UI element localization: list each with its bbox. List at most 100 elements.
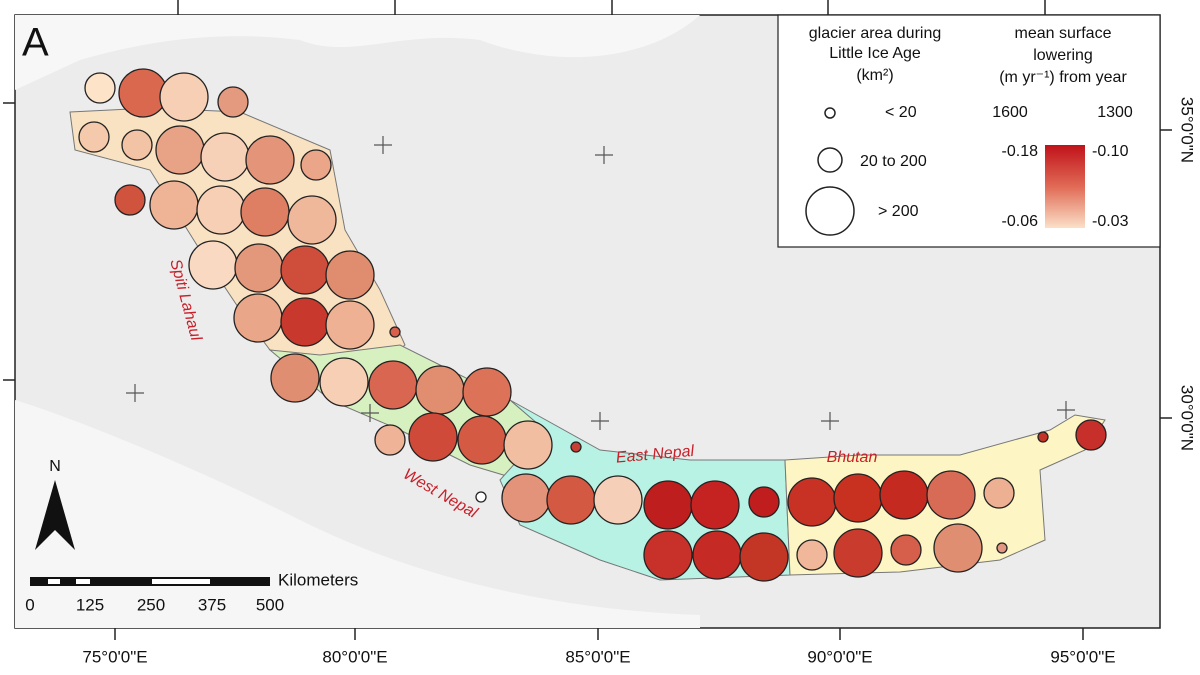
glacier-symbol xyxy=(287,195,337,245)
glacier-symbol xyxy=(245,135,295,185)
glacier-symbol xyxy=(503,420,553,470)
scale-bar xyxy=(30,577,270,586)
ramp-label: -0.10 xyxy=(1092,143,1129,160)
glacier-symbol xyxy=(796,539,828,571)
ramp-label: -0.03 xyxy=(1092,213,1129,230)
legend-symbol xyxy=(817,147,843,173)
glacier-symbol xyxy=(570,441,582,453)
glacier-symbol xyxy=(546,475,596,525)
terrain xyxy=(15,15,700,90)
legend-title: glacier area during xyxy=(809,25,942,42)
glacier-symbol xyxy=(501,473,551,523)
glacier-symbol xyxy=(319,357,369,407)
glacier-symbol xyxy=(462,367,512,417)
glacier-symbol xyxy=(996,542,1008,554)
glacier-symbol xyxy=(690,480,740,530)
legend-year: 1300 xyxy=(1097,104,1133,121)
legend-title: lowering xyxy=(1033,47,1093,64)
north-arrow xyxy=(35,480,75,550)
scale-label: 500 xyxy=(256,595,284,614)
graticule-cross xyxy=(821,412,839,430)
scale-label: 250 xyxy=(137,595,165,614)
glacier-symbol xyxy=(748,486,780,518)
glacier-symbol xyxy=(890,534,922,566)
panel-label: A xyxy=(22,21,49,65)
scale-bar xyxy=(48,579,60,584)
glacier-symbol xyxy=(200,132,250,182)
glacier-symbol xyxy=(159,72,209,122)
glacier-symbol xyxy=(325,300,375,350)
glacier-symbol xyxy=(78,121,110,153)
glacier-symbol xyxy=(240,187,290,237)
glacier-symbol xyxy=(270,353,320,403)
longitude-label: 80°0'0"E xyxy=(322,647,387,666)
legend-year: 1600 xyxy=(992,104,1028,121)
latitude-label: 30°0'0"N xyxy=(1178,385,1197,451)
graticule-cross xyxy=(126,384,144,402)
glacier-symbol xyxy=(739,532,789,582)
glacier-symbol xyxy=(233,293,283,343)
glacier-symbol xyxy=(196,185,246,235)
glacier-symbol xyxy=(787,477,837,527)
glacier-symbol xyxy=(408,412,458,462)
glacier-symbol xyxy=(155,125,205,175)
legend-title: (m yr⁻¹) from year xyxy=(999,69,1127,86)
glacier-symbol xyxy=(325,250,375,300)
longitude-label: 75°0'0"E xyxy=(82,647,147,666)
glacier-symbol xyxy=(593,475,643,525)
glacier-symbol xyxy=(300,149,332,181)
color-ramp xyxy=(1045,145,1085,228)
glacier-symbol xyxy=(692,530,742,580)
glacier-symbol xyxy=(833,473,883,523)
region-label: Bhutan xyxy=(827,449,878,466)
glacier-symbol xyxy=(389,326,401,338)
north-label: N xyxy=(49,458,61,475)
legend-label: < 20 xyxy=(885,104,917,121)
glacier-symbol xyxy=(368,360,418,410)
ramp-label: -0.18 xyxy=(1002,143,1039,160)
legend-title: (km²) xyxy=(856,67,893,84)
scale-label: 125 xyxy=(76,595,104,614)
glacier-symbol xyxy=(1037,431,1049,443)
scale-bar xyxy=(76,579,90,584)
glacier-symbol xyxy=(926,470,976,520)
longitude-label: 95°0'0"E xyxy=(1050,647,1115,666)
graticule-cross xyxy=(1057,401,1075,419)
glacier-symbol xyxy=(457,415,507,465)
ramp-label: -0.06 xyxy=(1002,213,1039,230)
glacier-symbol xyxy=(415,365,465,415)
glacier-symbol xyxy=(188,240,238,290)
glacier-symbol xyxy=(84,72,116,104)
glacier-symbol xyxy=(643,530,693,580)
glacier-symbol xyxy=(374,424,406,456)
legend-title: Little Ice Age xyxy=(829,45,921,62)
longitude-label: 90°0'0"E xyxy=(807,647,872,666)
graticule-cross xyxy=(595,146,613,164)
legend-symbol xyxy=(805,186,855,236)
glacier-symbol xyxy=(1075,419,1107,451)
scale-unit: Kilometers xyxy=(278,570,358,589)
glacier-symbol xyxy=(234,243,284,293)
glacier-symbol xyxy=(280,297,330,347)
terrain xyxy=(15,400,700,628)
glacier-symbol xyxy=(643,480,693,530)
region-label: East Nepal xyxy=(615,443,695,467)
glacier-symbol xyxy=(280,245,330,295)
graticule-cross xyxy=(361,404,379,422)
glacier-symbol xyxy=(879,470,929,520)
glacier-symbol xyxy=(114,184,146,216)
glacier-symbol xyxy=(933,523,983,573)
scale-label: 0 xyxy=(25,595,34,614)
legend-label: 20 to 200 xyxy=(860,153,927,170)
graticule-cross xyxy=(374,136,392,154)
longitude-label: 85°0'0"E xyxy=(565,647,630,666)
scale-bar xyxy=(152,579,210,584)
legend-symbol xyxy=(824,107,836,119)
scale-label: 375 xyxy=(198,595,226,614)
glacier-symbol xyxy=(833,528,883,578)
glacier-symbol xyxy=(217,86,249,118)
glacier-symbol xyxy=(149,180,199,230)
legend-title: mean surface xyxy=(1015,25,1112,42)
glacier-symbol xyxy=(121,129,153,161)
